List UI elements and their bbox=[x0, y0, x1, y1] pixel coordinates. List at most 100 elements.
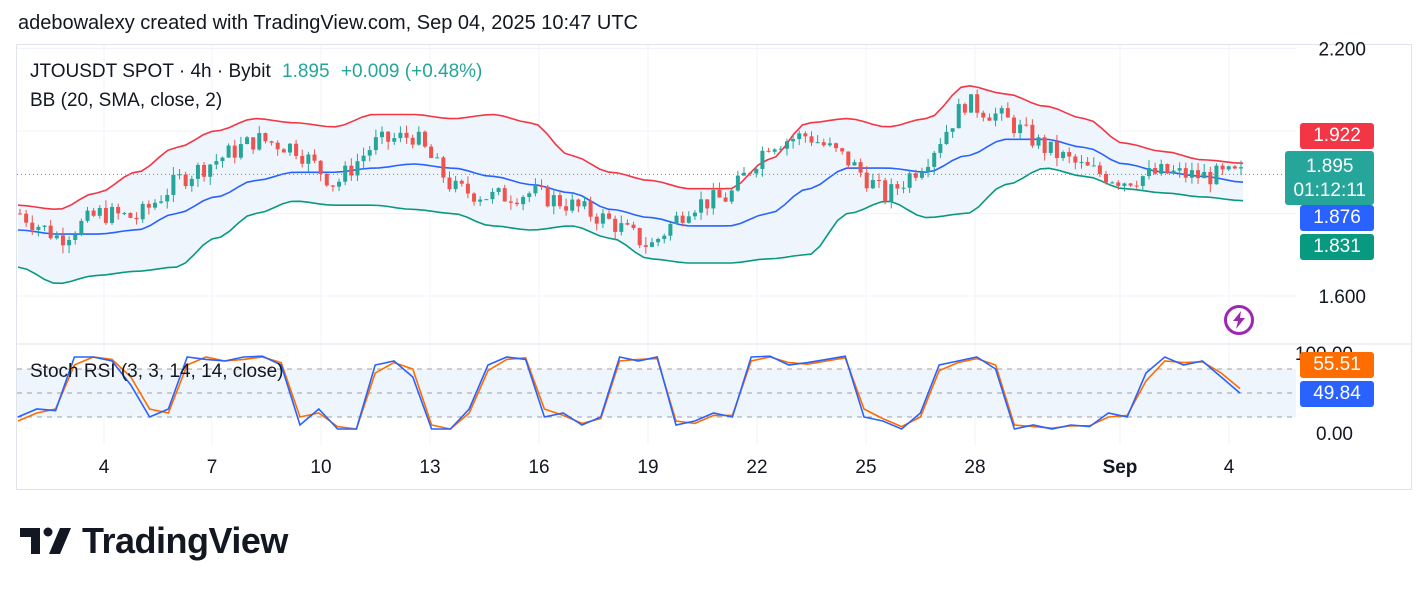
candle-body bbox=[1146, 168, 1151, 177]
bb-indicator-label[interactable]: BB (20, SMA, close, 2) bbox=[30, 90, 223, 111]
candle-body bbox=[110, 206, 115, 223]
candle-body bbox=[748, 172, 753, 174]
candle-body bbox=[312, 154, 317, 161]
stoch-d-tag: 55.51 bbox=[1300, 352, 1374, 378]
time-axis-tick: 19 bbox=[637, 457, 658, 478]
candle-body bbox=[870, 179, 875, 189]
candle-body bbox=[889, 184, 894, 202]
candle-body bbox=[275, 142, 280, 150]
candle-body bbox=[784, 141, 789, 149]
candle-body bbox=[435, 157, 440, 159]
candle-body bbox=[699, 199, 704, 213]
bar-countdown: 01:12:11 bbox=[1293, 180, 1366, 201]
candle-body bbox=[97, 207, 102, 216]
candle-body bbox=[815, 142, 820, 144]
candle-body bbox=[281, 149, 286, 153]
candle-body bbox=[656, 238, 661, 243]
candle-body bbox=[214, 161, 219, 165]
stoch-k-tag: 49.84 bbox=[1300, 381, 1374, 407]
candle-body bbox=[662, 235, 667, 239]
time-axis-tick: 13 bbox=[419, 457, 440, 478]
candle-body bbox=[324, 173, 329, 186]
candle-body bbox=[514, 202, 519, 205]
time-axis-tick: 25 bbox=[855, 457, 876, 478]
candle-body bbox=[729, 190, 734, 202]
stoch-indicator-label[interactable]: Stoch RSI (3, 3, 14, 14, close) bbox=[30, 361, 284, 382]
candle-body bbox=[373, 137, 378, 151]
candle-body bbox=[766, 150, 771, 152]
candle-body bbox=[484, 199, 489, 201]
candle-body bbox=[1171, 170, 1176, 174]
candle-body bbox=[1054, 141, 1059, 159]
lower-band-price-tag: 1.831 bbox=[1300, 234, 1374, 260]
candle-body bbox=[907, 173, 912, 188]
candle-body bbox=[625, 223, 630, 225]
candle-body bbox=[1196, 170, 1201, 179]
candle-body bbox=[152, 202, 157, 208]
candle-body bbox=[1128, 183, 1133, 186]
candle-body bbox=[165, 194, 170, 202]
candle-body bbox=[177, 174, 182, 176]
candle-body bbox=[1036, 137, 1041, 146]
candle-body bbox=[251, 137, 256, 150]
lightning-icon[interactable] bbox=[1224, 305, 1254, 335]
candle-body bbox=[1097, 165, 1102, 174]
candle-body bbox=[858, 162, 863, 173]
candle-body bbox=[576, 199, 581, 207]
candle-body bbox=[1085, 161, 1090, 166]
candle-body bbox=[962, 104, 967, 113]
candle-body bbox=[1079, 161, 1084, 163]
candle-body bbox=[1226, 166, 1231, 170]
candle-body bbox=[410, 137, 415, 145]
brand-name: TradingView bbox=[82, 520, 288, 561]
candle-body bbox=[48, 225, 53, 239]
candle-body bbox=[306, 154, 311, 164]
candle-body bbox=[680, 215, 685, 223]
symbol-legend[interactable]: JTOUSDT SPOT · 4h · Bybit 1.895 +0.009 (… bbox=[30, 61, 482, 83]
candle-body bbox=[956, 104, 961, 129]
candle-body bbox=[472, 193, 477, 202]
candle-body bbox=[73, 234, 78, 240]
candle-body bbox=[631, 224, 636, 229]
candle-body bbox=[183, 174, 188, 187]
candle-body bbox=[30, 222, 35, 230]
candle-body bbox=[103, 207, 108, 223]
time-axis-tick: Sep bbox=[1103, 457, 1138, 478]
candle-body bbox=[208, 164, 213, 177]
candle-body bbox=[717, 190, 722, 198]
candle-body bbox=[705, 199, 710, 209]
candle-body bbox=[686, 216, 691, 223]
chart-frame bbox=[16, 44, 1412, 490]
candle-body bbox=[981, 112, 986, 118]
tradingview-logo[interactable]: TradingView bbox=[20, 520, 288, 562]
tradingview-logo-icon bbox=[20, 527, 71, 554]
candle-body bbox=[386, 131, 391, 142]
candle-body bbox=[1140, 176, 1145, 186]
candle-body bbox=[294, 143, 299, 156]
candle-body bbox=[478, 199, 483, 202]
bb-lower-line bbox=[17, 167, 1244, 285]
candle-body bbox=[245, 137, 250, 145]
candle-body bbox=[926, 166, 931, 173]
bollinger-band-fill bbox=[18, 85, 1243, 284]
candle-body bbox=[79, 220, 84, 235]
candle-body bbox=[67, 239, 72, 246]
candle-body bbox=[1048, 141, 1053, 153]
candle-body bbox=[1104, 173, 1109, 183]
last-price-label: 1.895 bbox=[282, 61, 330, 82]
candle-body bbox=[128, 213, 133, 218]
candle-body bbox=[643, 245, 648, 247]
candle-body bbox=[637, 228, 642, 246]
candle-body bbox=[919, 172, 924, 178]
candle-body bbox=[969, 94, 974, 113]
basis-price-tag: 1.876 bbox=[1300, 205, 1374, 231]
candle-body bbox=[398, 132, 403, 139]
candle-body bbox=[300, 155, 305, 164]
candle-body bbox=[404, 132, 409, 138]
candle-body bbox=[809, 136, 814, 143]
candle-body bbox=[901, 187, 906, 189]
candle-body bbox=[1239, 167, 1243, 169]
candle-body bbox=[876, 179, 881, 181]
candle-body bbox=[545, 186, 550, 207]
